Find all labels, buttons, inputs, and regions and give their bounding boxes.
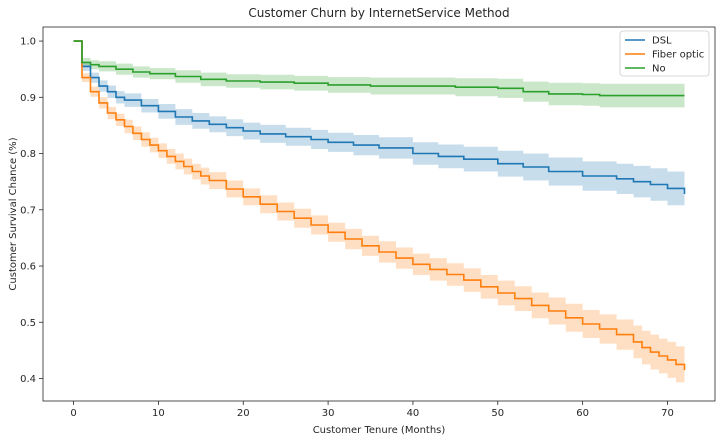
x-axis-label: Customer Tenure (Months) <box>313 425 446 436</box>
x-tick-label: 60 <box>576 408 589 419</box>
legend-label-no: No <box>652 64 666 75</box>
y-tick-label: 0.4 <box>20 374 36 385</box>
y-tick-label: 0.8 <box>20 149 36 160</box>
line-no <box>73 40 685 97</box>
axes: 0 10 20 30 40 50 60 70 0.4 0.5 0.6 0.7 0.8 0.9 1.0 <box>20 26 716 419</box>
y-axis-label: Customer Survival Chance (%) <box>8 137 19 290</box>
legend-label-fiber-optic: Fiber optic <box>652 50 704 61</box>
survival-lines <box>73 40 686 371</box>
ci-band-no <box>73 41 685 109</box>
line-dsl <box>73 40 686 194</box>
legend-box <box>619 30 710 77</box>
y-tick-label: 0.7 <box>20 205 36 216</box>
x-tick-label: 70 <box>661 408 674 419</box>
x-tick-label: 50 <box>491 408 504 419</box>
x-tick-label: 10 <box>152 408 165 419</box>
line-fiber-optic <box>73 40 686 371</box>
plot-frame <box>42 26 716 402</box>
y-tick-label: 1.0 <box>20 37 36 48</box>
legend-label-dsl: DSL <box>652 36 672 47</box>
confidence-bands <box>73 41 685 389</box>
x-tick-label: 20 <box>237 408 250 419</box>
x-tick-label: 0 <box>70 408 76 419</box>
x-tick-label: 40 <box>407 408 420 419</box>
y-tick-label: 0.9 <box>20 93 36 104</box>
ci-band-dsl <box>73 41 685 213</box>
x-tick-label: 30 <box>322 408 335 419</box>
y-tick-label: 0.6 <box>20 262 36 273</box>
legend: DSL Fiber optic No <box>619 30 710 77</box>
chart-title: Customer Churn by InternetService Method <box>248 6 509 20</box>
y-tick-label: 0.5 <box>20 318 36 329</box>
